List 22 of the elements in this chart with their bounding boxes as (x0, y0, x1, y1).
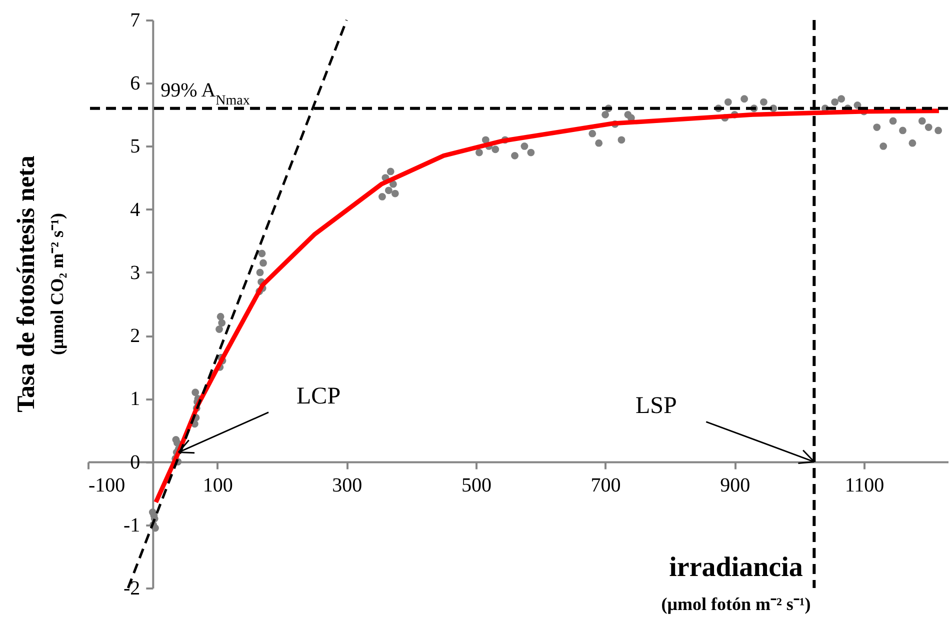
y-tick-label: -2 (123, 578, 140, 600)
ref-line-label: 99% A$_{Nmax}$ (160, 79, 250, 108)
y-tick-label: 3 (130, 262, 140, 284)
y-tick-label: 0 (130, 451, 140, 474)
y-tick-label: 6 (130, 72, 140, 95)
x-tick-label: 100 (202, 474, 233, 496)
y-tick-label: 5 (130, 136, 140, 158)
x-tick-label: -100 (88, 474, 126, 496)
x-tick-label: 500 (461, 474, 492, 496)
x-tick-label: 700 (590, 474, 621, 496)
y-axis-title: Tasa de fotosíntesis neta (μmol CO₂ m⁻² s⁻¹) (13, 155, 67, 412)
y-tick-label: 1 (130, 388, 140, 410)
x-tick-label: 300 (332, 474, 362, 496)
y-tick-label: 2 (130, 325, 140, 348)
x-tick-label: 1100 (844, 474, 884, 496)
y-tick-label: -1 (123, 514, 140, 536)
annotation: LCP (296, 383, 341, 410)
y-tick-label: 4 (130, 198, 140, 221)
annotation: LSP (635, 392, 677, 419)
x-tick-label: 900 (720, 474, 750, 496)
x-axis-title: irradiancia (μmol fotón m⁻² s⁻¹) (661, 552, 811, 614)
y-tick-label: 7 (130, 10, 140, 32)
